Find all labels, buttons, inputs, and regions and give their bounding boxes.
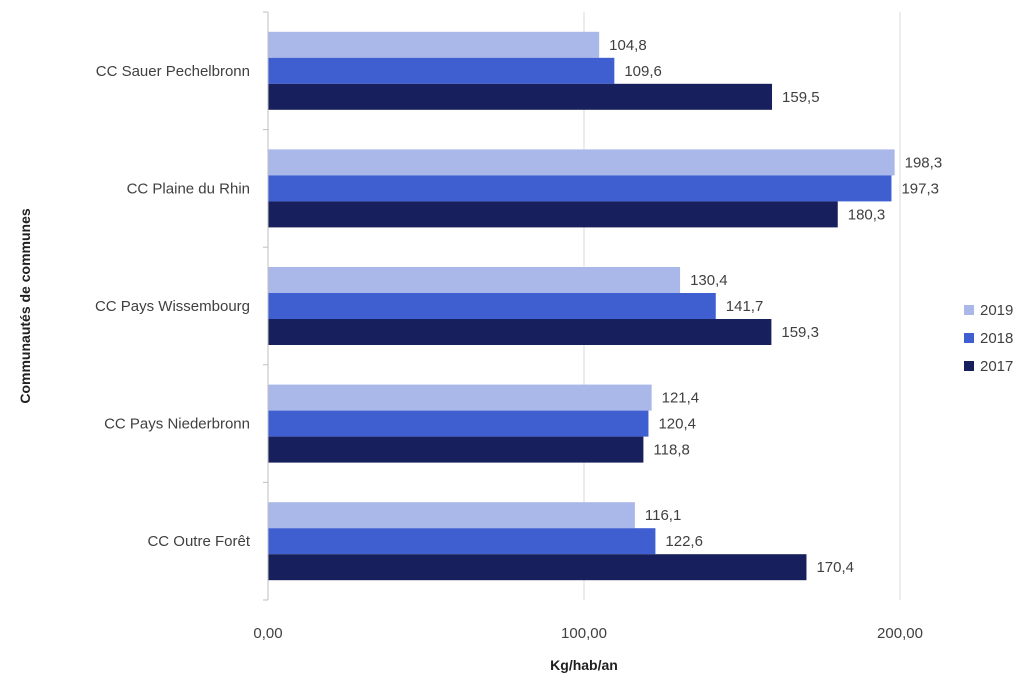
data-label: 159,5 xyxy=(782,89,820,106)
x-tick-labels: 0,00 100,00 200,00 xyxy=(253,625,923,642)
bar-2018 xyxy=(268,410,649,437)
bar-2018 xyxy=(268,175,892,202)
category-label: CC Outre Forêt xyxy=(147,533,250,550)
bar-2018 xyxy=(268,528,656,555)
legend-label: 2019 xyxy=(980,302,1013,319)
data-labels: 104,8 109,6 159,5 198,3 197,3 180,3 130,4 141,7… xyxy=(609,37,942,576)
legend-swatch-2018 xyxy=(964,333,974,343)
data-label: 120,4 xyxy=(658,416,696,433)
data-label: 130,4 xyxy=(690,272,728,289)
bar-2017 xyxy=(268,319,772,345)
legend-swatch-2017 xyxy=(964,361,974,371)
bar-2017 xyxy=(268,554,807,581)
x-tick-label: 100,00 xyxy=(561,625,607,642)
category-label: CC Sauer Pechelbronn xyxy=(96,63,250,80)
bar-2017 xyxy=(268,436,644,463)
data-label: 121,4 xyxy=(662,390,700,407)
data-label: 159,3 xyxy=(781,324,819,341)
data-label: 109,6 xyxy=(624,63,662,80)
legend-swatch-2019 xyxy=(964,305,974,315)
data-label: 122,6 xyxy=(665,533,703,550)
x-tick-label: 0,00 xyxy=(253,625,282,642)
bar-2019 xyxy=(268,149,895,176)
bars xyxy=(268,31,895,581)
data-label: 104,8 xyxy=(609,37,647,54)
data-label: 116,1 xyxy=(645,507,681,524)
bar-2018 xyxy=(268,57,615,84)
category-labels: CC Sauer Pechelbronn CC Plaine du Rhin CC … xyxy=(95,63,251,550)
bar-2019 xyxy=(268,267,681,293)
data-label: 180,3 xyxy=(848,206,886,223)
data-label: 170,4 xyxy=(816,559,854,576)
bar-2019 xyxy=(268,384,652,411)
category-label: CC Pays Wissembourg xyxy=(95,298,250,315)
data-label: 118,8 xyxy=(653,442,689,459)
bar-2017 xyxy=(268,201,838,228)
bar-2019 xyxy=(268,502,635,529)
y-axis-title: Communautés de communes xyxy=(17,208,33,403)
category-label: CC Plaine du Rhin xyxy=(127,180,250,197)
category-label: CC Pays Niederbronn xyxy=(104,416,250,433)
data-label: 197,3 xyxy=(901,180,939,197)
bar-2018 xyxy=(268,293,716,319)
x-axis-title: Kg/hab/an xyxy=(550,657,618,673)
legend-label: 2018 xyxy=(980,330,1013,347)
x-tick-label: 200,00 xyxy=(877,625,923,642)
bar-2019 xyxy=(268,31,600,58)
legend-label: 2017 xyxy=(980,358,1013,375)
legend: 2019 2018 2017 xyxy=(964,302,1013,375)
bar-2017 xyxy=(268,83,773,110)
data-label: 141,7 xyxy=(726,298,764,315)
data-label: 198,3 xyxy=(905,154,943,171)
